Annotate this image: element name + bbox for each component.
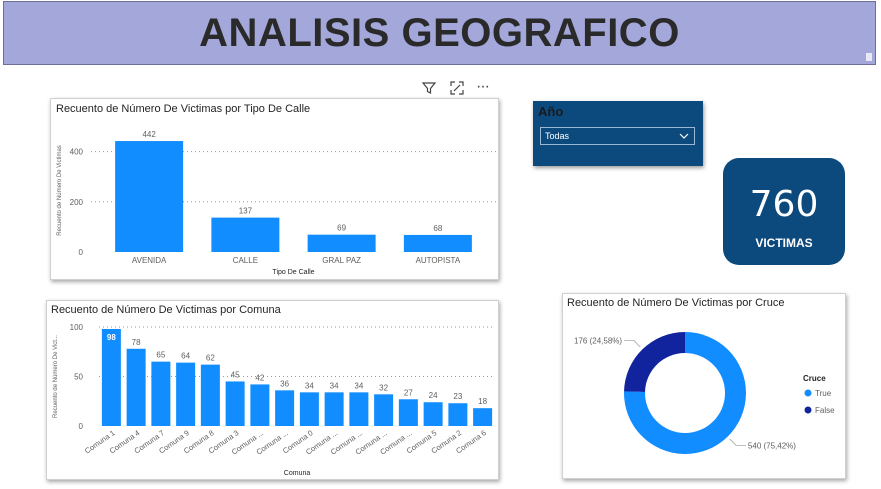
bar: [324, 392, 344, 426]
chart-title: Recuento de Número De Victimas por Cruce: [567, 297, 785, 309]
legend-marker: [804, 406, 812, 414]
bar: [349, 392, 369, 426]
bar: [403, 234, 472, 252]
x-tick-label: AUTOPISTA: [416, 256, 461, 265]
focus-mode-icon[interactable]: [449, 80, 465, 96]
bar: [307, 234, 376, 252]
data-label: 65: [156, 351, 165, 360]
data-label: 32: [379, 383, 388, 392]
data-label: 78: [132, 338, 141, 347]
bar-chart-tipo-calle: 0 200 400 442 AVENIDA 137 CALLE 69 GRAL PAZ 68 AUT…: [57, 130, 496, 276]
bar: [151, 361, 171, 426]
bar: [423, 402, 443, 426]
data-label: 42: [255, 373, 264, 382]
bar: [200, 364, 220, 426]
data-label: 98: [107, 333, 116, 342]
data-label: 62: [206, 354, 215, 363]
filter-icon[interactable]: [421, 80, 437, 96]
bar: [250, 384, 270, 426]
chart-cruce[interactable]: Recuento de Número De Victimas por Cruce…: [562, 293, 846, 479]
x-tick-label: AVENIDA: [132, 256, 167, 265]
x-axis-title: Tipo De Calle: [272, 269, 314, 276]
leader-line: [624, 340, 641, 348]
y-tick-label: 100: [70, 323, 84, 332]
data-label: 34: [305, 381, 314, 390]
kpi-value: 760: [749, 184, 819, 225]
slicer-label: Año: [538, 104, 564, 119]
y-axis-title: Recuento de Número De Victimas: [57, 145, 63, 236]
data-label: 68: [433, 224, 442, 233]
bar: [211, 217, 280, 252]
data-label: 69: [337, 224, 346, 233]
data-label: 24: [429, 391, 438, 400]
y-tick-label: 400: [70, 148, 84, 157]
data-label: 64: [181, 352, 190, 361]
chart-title: Recuento de Número De Victimas por Tipo …: [56, 103, 311, 115]
chart-tipo-calle[interactable]: Recuento de Número De Victimas por Tipo …: [50, 98, 499, 280]
bar: [225, 381, 245, 426]
bar: [448, 403, 468, 426]
data-label: 23: [453, 392, 462, 401]
y-tick-label: 0: [79, 248, 84, 257]
y-tick-label: 200: [70, 198, 84, 207]
page-title: ANALISIS GEOGRAFICO: [199, 10, 680, 55]
bar: [473, 408, 493, 426]
chart-title: Recuento de Número De Victimas por Comun…: [51, 304, 281, 316]
legend-marker: [804, 389, 812, 397]
kpi-card-victimas: 760 VICTIMAS: [723, 158, 845, 265]
data-label: 137: [239, 207, 253, 216]
bar: [176, 362, 196, 426]
data-label: 27: [404, 388, 413, 397]
dropdown-value: Todas: [545, 131, 570, 141]
data-label: 176 (24,58%): [574, 337, 622, 346]
legend-entry: True: [815, 389, 832, 398]
donut-slice: [624, 332, 746, 454]
x-tick-label: GRAL PAZ: [322, 256, 361, 265]
legend-entry: False: [815, 406, 835, 415]
resize-handle[interactable]: [866, 53, 872, 61]
data-label: 18: [478, 397, 487, 406]
chart-comuna[interactable]: Recuento de Número De Victimas por Comun…: [46, 300, 499, 480]
chevron-down-icon: [679, 133, 689, 139]
data-label: 34: [354, 381, 363, 390]
leader-line: [729, 438, 746, 446]
x-tick-label: CALLE: [233, 256, 258, 265]
data-label: 36: [280, 379, 289, 388]
y-tick-label: 50: [74, 373, 83, 382]
donut-slice: [624, 332, 685, 392]
kpi-label: VICTIMAS: [755, 236, 813, 250]
donut-chart-cruce: 540 (75,42%) 176 (24,58%) Cruce True False: [574, 332, 835, 454]
y-axis-title: Recuento de Número De Vict...: [53, 335, 59, 418]
data-label: 34: [330, 381, 339, 390]
data-label: 45: [231, 370, 240, 379]
bar: [126, 348, 146, 426]
year-slicer[interactable]: Año Todas: [533, 101, 703, 166]
data-label: 540 (75,42%): [748, 441, 796, 450]
x-axis-title: Comuna: [284, 470, 311, 477]
year-dropdown[interactable]: Todas: [540, 127, 695, 145]
bar: [115, 141, 184, 252]
data-label: 442: [142, 130, 156, 139]
bar: [398, 399, 418, 426]
bar: [374, 394, 394, 426]
y-tick-label: 0: [79, 422, 84, 431]
bar: [275, 390, 295, 426]
legend-title: Cruce: [803, 374, 826, 383]
bar: [299, 392, 319, 426]
page-title-banner: ANALISIS GEOGRAFICO: [3, 1, 876, 65]
bar: [101, 328, 121, 426]
more-options-icon[interactable]: ···: [476, 78, 490, 95]
